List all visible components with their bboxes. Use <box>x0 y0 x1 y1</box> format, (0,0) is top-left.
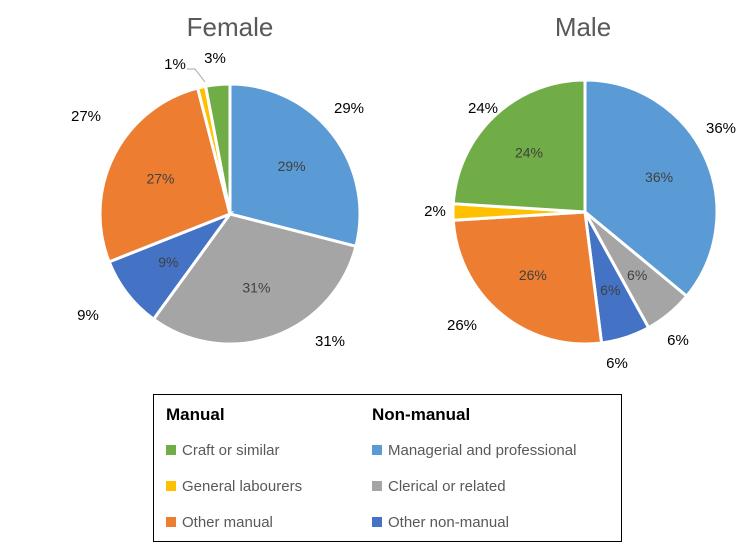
male-outer-label-craft: 24% <box>468 100 498 117</box>
legend-label-managerial: Managerial and professional <box>388 441 577 459</box>
legend-label-other-non-manual: Other non-manual <box>388 513 509 531</box>
male-slice-managerial <box>583 78 719 299</box>
female-slice-clerical <box>151 212 358 346</box>
legend-swatch-clerical <box>372 481 382 491</box>
legend-item-craft: Craft or similar <box>166 441 280 459</box>
male-slice-other_manual <box>451 210 604 346</box>
male-pie: 36% 6% 6% 26% 24% 36% 6% 6% 26% 2% 24% <box>424 78 736 372</box>
male-inner-label-managerial: 36% <box>645 169 673 185</box>
legend-label-craft: Craft or similar <box>182 441 280 459</box>
female-outer-label-other_nonmanual: 9% <box>77 307 99 324</box>
legend-label-other-manual: Other manual <box>182 513 273 531</box>
female-outer-label-labourers: 1% <box>164 56 186 73</box>
legend-heading-manual: Manual <box>166 405 225 424</box>
male-inner-label-clerical: 6% <box>627 267 647 283</box>
female-outer-label-craft: 3% <box>204 50 226 67</box>
male-inner-label-craft: 24% <box>515 144 543 160</box>
female-leader-line-labourers <box>187 68 206 83</box>
male-slice-craft <box>451 78 587 214</box>
female-inner-label-clerical: 31% <box>242 279 270 295</box>
legend-swatch-craft <box>166 445 176 455</box>
female-inner-label-other_manual: 27% <box>146 171 174 187</box>
legend-swatch-other-manual <box>166 517 176 527</box>
female-outer-label-clerical: 31% <box>315 333 345 350</box>
male-inner-label-other_nonmanual: 6% <box>600 282 620 298</box>
female-slice-other_manual <box>98 86 232 264</box>
male-outer-label-other_nonmanual: 6% <box>606 355 628 372</box>
legend-item-other-manual: Other manual <box>166 513 273 531</box>
female-pie: 29% 31% 9% 27% 29% 31% 9% 27% 1% 3% <box>71 50 364 350</box>
legend-swatch-labourers <box>166 481 176 491</box>
legend-swatch-managerial <box>372 445 382 455</box>
male-pie-title: Male <box>555 12 611 42</box>
male-outer-label-labourers: 2% <box>424 203 446 220</box>
legend-item-labourers: General labourers <box>166 477 302 495</box>
female-slice-craft <box>203 82 232 215</box>
male-outer-label-managerial: 36% <box>706 120 736 137</box>
legend-item-other-non-manual: Other non-manual <box>372 513 509 531</box>
male-outer-label-other_manual: 26% <box>447 317 477 334</box>
female-slice-managerial <box>228 82 362 249</box>
legend-item-managerial: Managerial and professional <box>372 441 576 459</box>
male-inner-label-other_manual: 26% <box>519 267 547 283</box>
legend-item-clerical: Clerical or related <box>372 477 506 495</box>
female-inner-label-managerial: 29% <box>278 158 306 174</box>
pie-charts: Female Male 29% 31% 9% 27% 29% 31% 9% 27% 1% 3% 3… <box>71 12 736 372</box>
female-inner-label-other_nonmanual: 9% <box>158 254 178 270</box>
legend-swatch-other-non-manual <box>372 517 382 527</box>
male-outer-label-clerical: 6% <box>667 332 689 349</box>
female-pie-title: Female <box>187 12 274 42</box>
legend-heading-non-manual: Non-manual <box>372 405 471 424</box>
female-outer-label-other_manual: 27% <box>71 108 101 125</box>
legend: Manual Non-manual Craft or similar Gener… <box>153 394 622 542</box>
legend-label-labourers: General labourers <box>182 477 303 495</box>
female-outer-label-managerial: 29% <box>334 100 364 117</box>
legend-label-clerical: Clerical or related <box>388 477 506 495</box>
